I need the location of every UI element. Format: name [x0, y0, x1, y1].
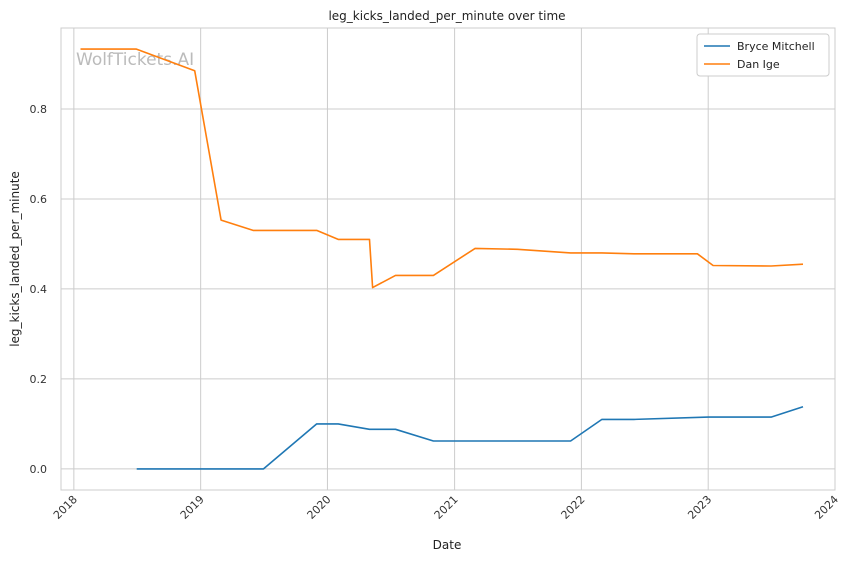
series-line-dan-ige [80, 48, 804, 289]
x-tick-label: 2021 [432, 493, 461, 522]
watermark-text: WolfTickets.AI [76, 50, 194, 70]
x-tick-labels: 2018 2019 2020 2021 2022 2023 2024 [51, 493, 841, 522]
y-tick-label: 0.4 [30, 283, 48, 296]
y-tick-label: 0.2 [30, 373, 48, 386]
y-tick-label: 0.8 [30, 103, 48, 116]
series-line-bryce-mitchell [136, 406, 804, 470]
legend-box [696, 33, 830, 77]
x-tick-label: 2019 [178, 493, 207, 522]
y-tick-label: 0.0 [30, 463, 48, 476]
y-tick-label: 0.6 [30, 193, 48, 206]
x-tick-label: 2020 [305, 493, 334, 522]
x-tick-label: 2023 [685, 493, 714, 522]
x-tick-label: 2022 [559, 493, 588, 522]
series-lines [80, 48, 804, 470]
legend-label-bryce-mitchell: Bryce Mitchell [737, 40, 815, 53]
plot-area [60, 27, 836, 491]
y-gridlines [61, 108, 835, 470]
x-tick-label: 2024 [812, 493, 841, 522]
x-axis-label: Date [433, 538, 462, 552]
chart-title: leg_kicks_landed_per_minute over time [328, 9, 565, 23]
x-tick-label: 2018 [51, 493, 80, 522]
legend-label-dan-ige: Dan Ige [737, 58, 780, 71]
y-axis-label: leg_kicks_landed_per_minute [8, 171, 22, 347]
legend: Bryce Mitchell Dan Ige [696, 33, 830, 77]
y-tick-labels: 0.0 0.2 0.4 0.6 0.8 [30, 103, 48, 476]
